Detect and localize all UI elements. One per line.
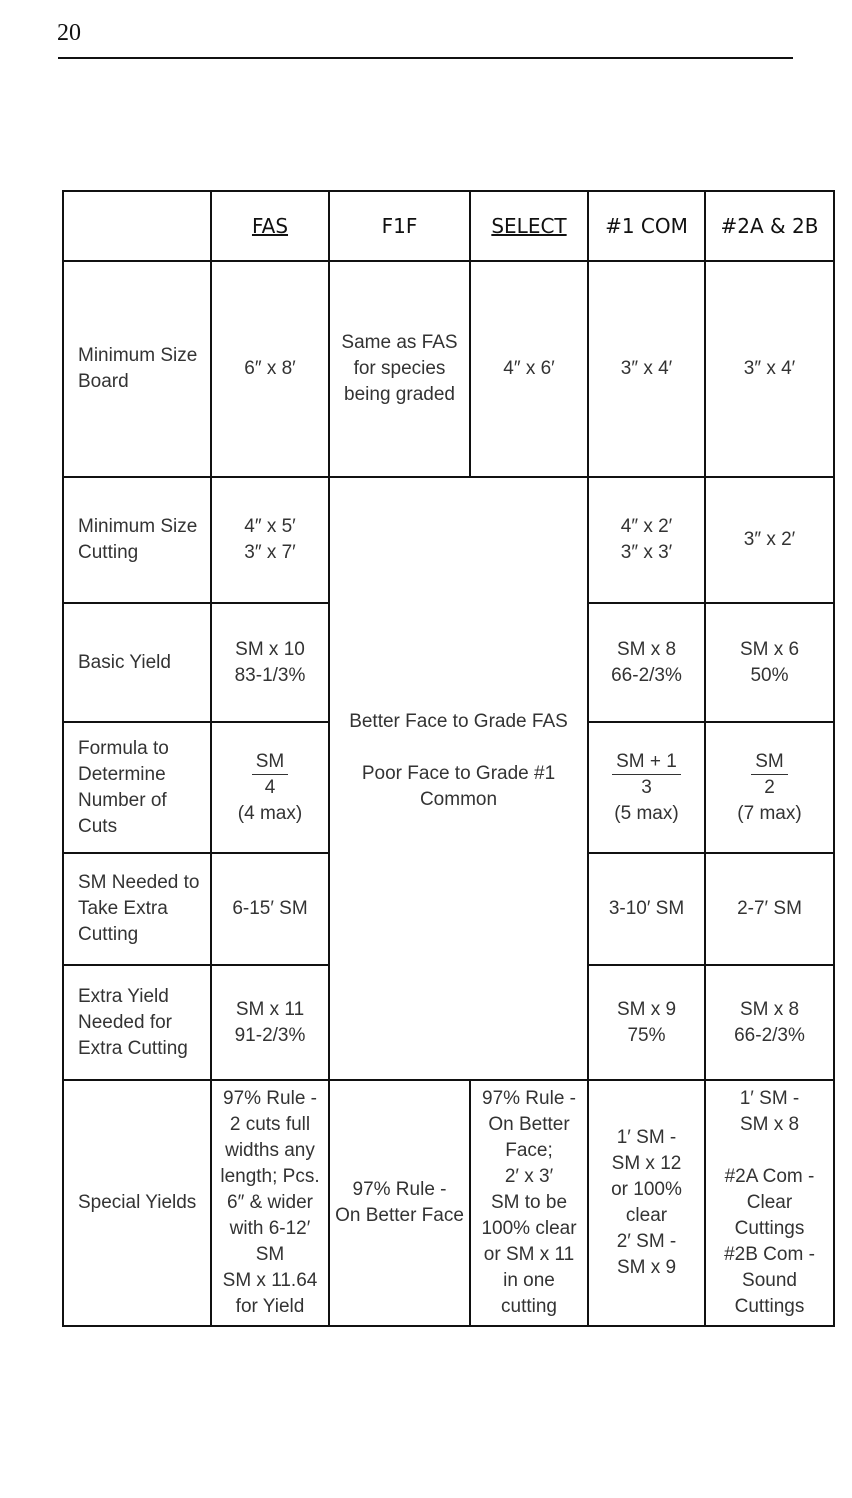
numerator: SM	[251, 750, 289, 775]
cell: 6-15′ SM	[210, 852, 330, 966]
cell: SM x 11 91-2/3%	[210, 964, 330, 1081]
cell: SM x 9 75%	[587, 964, 706, 1081]
cell: 97% Rule - On Better Face	[328, 1079, 471, 1327]
cell: 3-10′ SM	[587, 852, 706, 966]
cell: Same as FAS for species being graded	[328, 260, 471, 478]
merged-face-note: Better Face to Grade FAS Poor Face to Gr…	[328, 476, 589, 1081]
header-select: SELECT	[469, 190, 589, 262]
cell: SM x 10 83-1/3%	[210, 602, 330, 723]
cell: 4″ x 2′ 3″ x 3′	[587, 476, 706, 604]
cell: SM x 8 66-2/3%	[704, 964, 835, 1081]
table-row: Minimum Size Cutting 4″ x 5′ 3″ x 7′ Bet…	[62, 476, 835, 1081]
formula-cell: SM 2 (7 max)	[704, 721, 835, 854]
header-blank	[62, 190, 212, 262]
cell: 3″ x 2′	[704, 476, 835, 604]
max: (5 max)	[614, 802, 679, 824]
cell: 3″ x 4′	[704, 260, 835, 478]
cell: 97% Rule - On Better Face; 2′ x 3′ SM to…	[469, 1079, 589, 1327]
cell: 4″ x 5′ 3″ x 7′	[210, 476, 330, 604]
page-number: 20	[57, 20, 81, 46]
header-row: FAS F1F SELECT #1 COM #2A & 2B	[62, 190, 835, 262]
denominator: 4	[264, 776, 276, 798]
cell: 2-7′ SM	[704, 852, 835, 966]
cell: SM x 8 66-2/3%	[587, 602, 706, 723]
cell: SM x 6 50%	[704, 602, 835, 723]
denominator: 3	[641, 776, 652, 798]
row-label: Extra Yield Needed for Extra Cutting	[62, 964, 212, 1081]
table-row: Formula to Determine Number of Cuts SM 4(…	[62, 721, 835, 854]
numerator: SM	[751, 750, 788, 775]
cell: 4″ x 6′	[469, 260, 589, 478]
header-1com: #1 COM	[587, 190, 706, 262]
table-row: Extra Yield Needed for Extra Cutting SM …	[62, 964, 835, 1081]
row-label: SM Needed to Take Extra Cutting	[62, 852, 212, 966]
header-fas: FAS	[210, 190, 330, 262]
cell: 1′ SM - SM x 8 #2A Com - Clear Cuttings …	[704, 1079, 835, 1327]
cell: 6″ x 8′	[210, 260, 330, 478]
header-rule	[58, 57, 793, 59]
lumber-grades-table: FAS F1F SELECT #1 COM #2A & 2B Minimum S…	[62, 190, 835, 1327]
max: (7 max)	[737, 802, 802, 824]
table-row: Minimum Size Board 6″ x 8′ Same as FAS f…	[62, 260, 835, 478]
max: (4 max)	[237, 802, 303, 824]
numerator: SM + 1	[612, 750, 681, 775]
row-label: Special Yields	[62, 1079, 212, 1327]
table-row: Basic Yield SM x 10 83-1/3% SM x 8 66-2/…	[62, 602, 835, 723]
row-label: Minimum Size Board	[62, 260, 212, 478]
header-f1f: F1F	[328, 190, 471, 262]
row-label: Formula to Determine Number of Cuts	[62, 721, 212, 854]
row-label: Minimum Size Cutting	[62, 476, 212, 604]
header-2a2b: #2A & 2B	[704, 190, 835, 262]
cell: 97% Rule - 2 cuts full widths any length…	[210, 1079, 330, 1327]
cell: 3″ x 4′	[587, 260, 706, 478]
row-label: Basic Yield	[62, 602, 212, 723]
denominator: 2	[764, 776, 775, 798]
table-row: Special Yields 97% Rule - 2 cuts full wi…	[62, 1079, 835, 1327]
formula-cell: SM + 1 3 (5 max)	[587, 721, 706, 854]
cell: 1′ SM - SM x 12 or 100% clear 2′ SM - SM…	[587, 1079, 706, 1327]
table-row: SM Needed to Take Extra Cutting 6-15′ SM…	[62, 852, 835, 966]
formula-cell: SM 4 (4 max)	[210, 721, 330, 854]
